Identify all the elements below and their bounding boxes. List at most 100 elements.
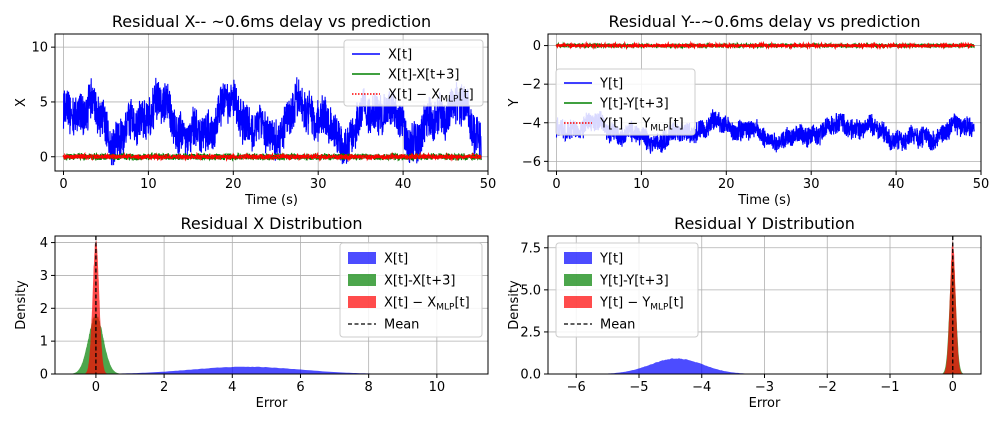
density-area-3 (940, 239, 966, 374)
x-tick-label: 50 (973, 177, 990, 192)
residual-y-time-series-chart: 0 10 20 30 40 50 −6 −4 −2 0 Residual Y--~0.6ms del… (507, 12, 989, 208)
series-line-3 (555, 40, 975, 51)
series-line-1 (62, 77, 482, 166)
x-tick-label: −4 (692, 380, 711, 395)
legend-label: Y[t]-Y[t+3] (599, 274, 669, 289)
legend-label: X[t] − XMLP[t] (384, 296, 470, 313)
y-tick-label: 5 (40, 95, 48, 110)
y-axis-label: Density (14, 280, 29, 330)
x-axis-label: Error (749, 396, 781, 411)
x-tick-label: −5 (629, 380, 648, 395)
density-area-1 (116, 366, 468, 374)
legend-label: Y[t] − YMLP[t] (599, 117, 684, 134)
legend-label: Y[t]-Y[t+3] (599, 97, 669, 112)
y-tick-label: 3 (40, 269, 48, 284)
axes-frame (547, 33, 982, 172)
data-layer (563, 236, 969, 374)
legend-label: Y[t] − YMLP[t] (599, 296, 684, 313)
density-area-1 (563, 358, 784, 374)
y-tick-label: 7.5 (520, 241, 541, 256)
legend-item: Y[t]-Y[t+3] (564, 97, 669, 112)
legend-swatch (564, 296, 592, 308)
legend-item: Y[t] (564, 77, 623, 92)
y-tick-label: 0 (533, 39, 541, 54)
x-tick-label: 10 (140, 177, 157, 192)
x-tick-label: 0 (949, 380, 957, 395)
y-tick-label: 10 (31, 41, 48, 56)
x-tick-label: 10 (633, 177, 650, 192)
series-line-3 (62, 151, 482, 162)
chart-title: Residual Y Distribution (674, 214, 855, 233)
axes-frame (54, 235, 489, 375)
legend-item: X[t]-X[t+3] (348, 274, 456, 289)
legend-label: Y[t] (599, 252, 623, 267)
x-axis-label: Time (s) (244, 193, 298, 208)
legend-label: X[t] − XMLP[t] (388, 88, 474, 105)
y-axis-label: Density (507, 280, 522, 330)
y-tick-label: 2 (40, 302, 48, 317)
y-tick-label: 0.0 (520, 368, 541, 383)
x-axis-label: Time (s) (737, 193, 791, 208)
x-tick-label: −1 (880, 380, 899, 395)
legend-box (339, 242, 483, 338)
chart-title: Residual X-- ~0.6ms delay vs prediction (112, 12, 431, 31)
legend-item: Y[t] − YMLP[t] (564, 117, 684, 134)
y-tick-label: −4 (522, 116, 541, 131)
legend: Y[t] Y[t]-Y[t+3] Y[t] − YMLP[t] (555, 68, 696, 136)
axes-frame (54, 33, 489, 172)
x-tick-label: 50 (480, 177, 497, 192)
legend-item-mean: Mean (564, 318, 635, 333)
x-axis-label: Error (256, 396, 288, 411)
legend: X[t] X[t]-X[t+3] X[t] − XMLP[t] Mean (339, 242, 483, 338)
legend-label: X[t] (384, 252, 408, 267)
legend-label: Mean (384, 318, 419, 333)
legend-swatch (564, 274, 592, 286)
y-tick-label: 0 (40, 150, 48, 165)
legend-item-mean: Mean (348, 318, 419, 333)
x-tick-label: −6 (567, 380, 586, 395)
chart-title: Residual X Distribution (180, 214, 362, 233)
legend: X[t] X[t]-X[t+3] X[t] − XMLP[t] (343, 39, 484, 107)
y-axis-label: Y (507, 98, 522, 107)
data-layer (62, 77, 482, 166)
legend-swatch (564, 252, 592, 264)
legend-item: Y[t] − YMLP[t] (564, 296, 684, 313)
legend-item: X[t] (352, 48, 412, 63)
y-tick-label: 5.0 (520, 283, 541, 298)
x-tick-label: 0 (552, 177, 560, 192)
legend-swatch (348, 296, 376, 308)
residual-x-time-series-chart: 0 10 20 30 40 50 0 5 10 Residual X-- ~0.6ms delay… (14, 12, 496, 208)
legend-box (555, 242, 699, 338)
x-tick-label: 30 (310, 177, 327, 192)
x-tick-label: 8 (365, 380, 373, 395)
x-tick-label: 10 (429, 380, 446, 395)
x-tick-label: 2 (160, 380, 168, 395)
x-tick-label: 20 (718, 177, 735, 192)
y-tick-label: 4 (40, 236, 48, 251)
legend-label: X[t] (388, 48, 412, 63)
legend-swatch (348, 274, 376, 286)
x-tick-label: 4 (228, 380, 236, 395)
legend-item: X[t] (348, 252, 408, 267)
x-tick-label: 40 (888, 177, 905, 192)
legend: Y[t] Y[t]-Y[t+3] Y[t] − YMLP[t] Mean (555, 242, 699, 338)
x-tick-label: 6 (296, 380, 304, 395)
x-tick-label: 0 (92, 380, 100, 395)
x-tick-label: 40 (395, 177, 412, 192)
legend-label: Y[t] (599, 77, 623, 92)
y-tick-label: −6 (522, 155, 541, 170)
legend-item: Y[t]-Y[t+3] (564, 274, 669, 289)
legend-label: X[t]-X[t+3] (384, 274, 456, 289)
legend-box (555, 68, 696, 136)
y-axis-label: X (14, 98, 29, 107)
y-tick-label: −2 (522, 78, 541, 93)
residual-x-distribution-chart: 0 2 4 6 8 10 0 1 2 3 4 Residual X Distribution Error… (14, 214, 489, 411)
residual-y-distribution-chart: −6 −5 −4 −3 −2 −1 0 0.0 2.5 5.0 7.5 Residual Y Dist… (507, 214, 982, 411)
y-tick-label: 2.5 (520, 325, 541, 340)
legend-label: Mean (600, 318, 635, 333)
legend-item: X[t] − XMLP[t] (348, 296, 470, 313)
x-tick-label: −2 (818, 380, 837, 395)
x-tick-label: 0 (59, 177, 67, 192)
legend-item: X[t] − XMLP[t] (352, 88, 474, 105)
